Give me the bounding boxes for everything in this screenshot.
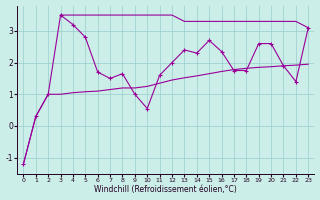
X-axis label: Windchill (Refroidissement éolien,°C): Windchill (Refroidissement éolien,°C): [94, 185, 237, 194]
